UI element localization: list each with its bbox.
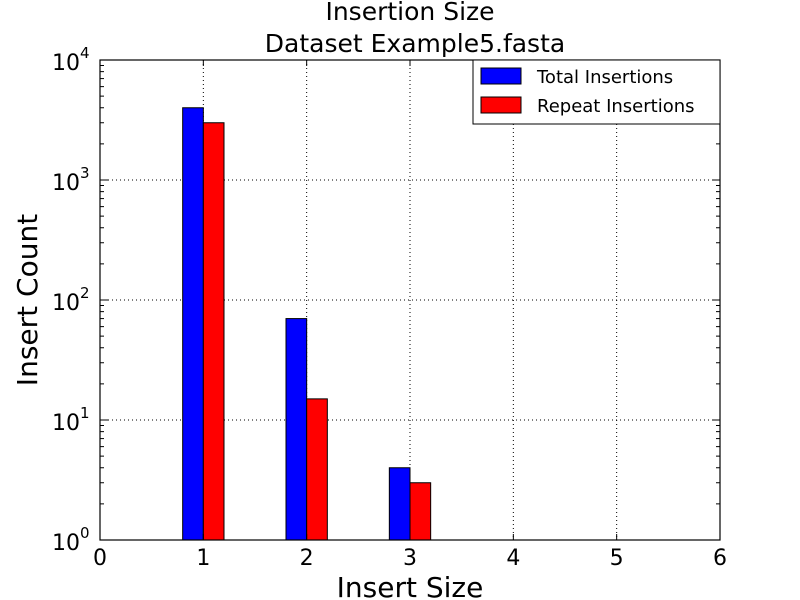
y-tick-exponent: 1: [80, 404, 90, 422]
legend-swatch-repeat-insertions: [480, 96, 522, 114]
y-tick-base: 10: [52, 411, 80, 436]
x-tick-label: 4: [506, 546, 520, 571]
bar-repeat-insertions-3: [409, 482, 432, 541]
y-tick-exponent: 3: [80, 164, 90, 182]
bar-total-insertions-1: [182, 107, 204, 541]
bar-repeat-insertions-1: [202, 122, 225, 541]
y-tick-label: 101: [52, 404, 90, 436]
chart-subtitle: Dataset Example5.fasta: [265, 29, 565, 58]
chart-title: Insertion Size: [325, 0, 494, 26]
bar-total-insertions-2: [285, 318, 308, 541]
bar-repeat-insertions-2: [306, 398, 328, 541]
y-tick-label: 102: [52, 284, 90, 316]
legend-label-repeat-insertions: Repeat Insertions: [537, 96, 695, 117]
y-tick-exponent: 0: [80, 524, 90, 542]
y-tick-base: 10: [52, 291, 80, 316]
y-axis-label: Insert Count: [11, 214, 44, 386]
x-axis-label: Insert Size: [337, 571, 484, 600]
bars: [182, 107, 432, 541]
x-tick-label: 3: [403, 546, 417, 571]
legend: Total Insertions Repeat Insertions: [472, 59, 721, 125]
grid-lines: [100, 60, 720, 540]
legend-swatch-total-insertions: [480, 67, 522, 85]
bar-total-insertions-3: [388, 467, 411, 541]
x-tick-label: 1: [196, 546, 210, 571]
y-tick-label: 104: [52, 44, 90, 76]
y-tick-exponent: 2: [80, 284, 90, 302]
x-tick-label: 2: [300, 546, 314, 571]
y-tick-label: 100: [52, 524, 90, 556]
x-tick-label: 5: [610, 546, 624, 571]
x-tick-label: 0: [93, 546, 107, 571]
x-tick-label: 6: [713, 546, 727, 571]
y-tick-base: 10: [52, 171, 80, 196]
y-tick-base: 10: [52, 531, 80, 556]
legend-label-total-insertions: Total Insertions: [536, 67, 673, 88]
y-tick-label: 103: [52, 164, 90, 196]
y-tick-exponent: 4: [80, 44, 90, 62]
y-tick-base: 10: [52, 51, 80, 76]
